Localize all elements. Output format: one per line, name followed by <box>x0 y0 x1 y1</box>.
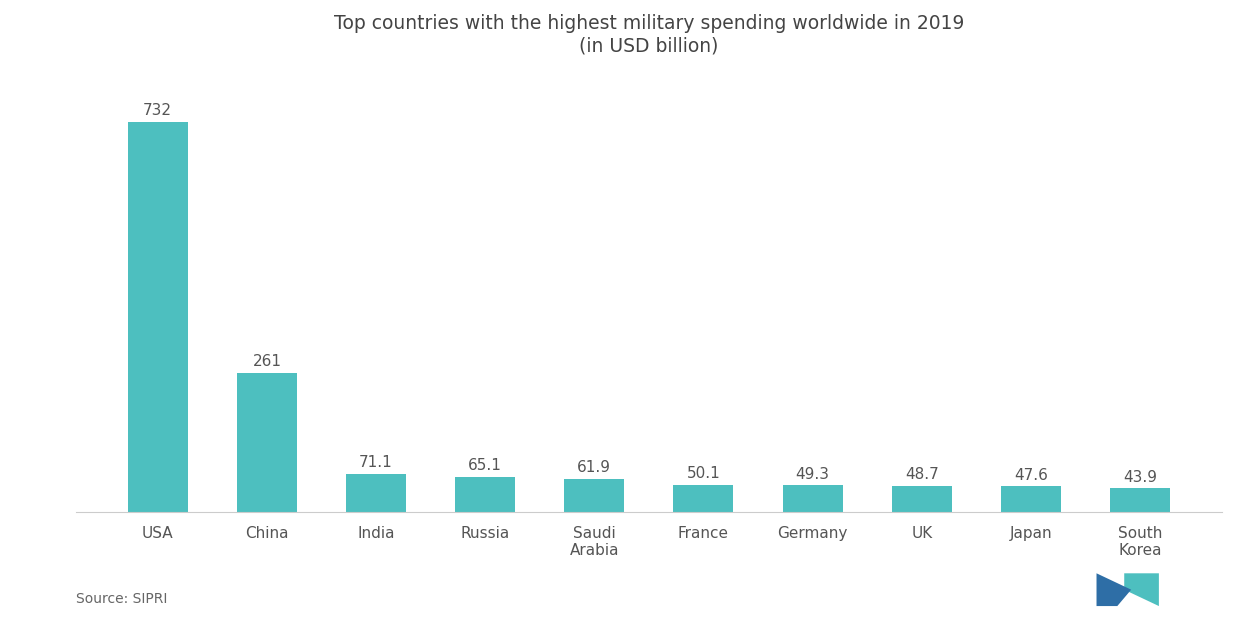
Text: 50.1: 50.1 <box>687 466 721 481</box>
Text: 65.1: 65.1 <box>469 458 503 473</box>
Bar <box>782 485 843 512</box>
Bar <box>564 479 625 512</box>
Text: Source: SIPRI: Source: SIPRI <box>76 592 168 606</box>
Bar <box>346 474 406 512</box>
Polygon shape <box>1096 573 1131 606</box>
Text: 49.3: 49.3 <box>795 467 829 482</box>
Bar <box>673 485 733 512</box>
Text: 61.9: 61.9 <box>577 460 611 475</box>
Title: Top countries with the highest military spending worldwide in 2019
(in USD billi: Top countries with the highest military … <box>334 14 964 56</box>
Text: 71.1: 71.1 <box>359 455 393 470</box>
Bar <box>1000 486 1061 512</box>
Bar <box>892 485 951 512</box>
Text: 732: 732 <box>144 103 173 118</box>
Bar <box>127 122 188 512</box>
Bar <box>455 477 515 512</box>
Text: 48.7: 48.7 <box>905 467 939 482</box>
Text: 43.9: 43.9 <box>1123 470 1157 485</box>
Text: 47.6: 47.6 <box>1014 467 1048 482</box>
Text: 261: 261 <box>252 354 281 369</box>
Polygon shape <box>1124 573 1159 606</box>
Bar <box>237 373 297 512</box>
Bar <box>1110 489 1171 512</box>
